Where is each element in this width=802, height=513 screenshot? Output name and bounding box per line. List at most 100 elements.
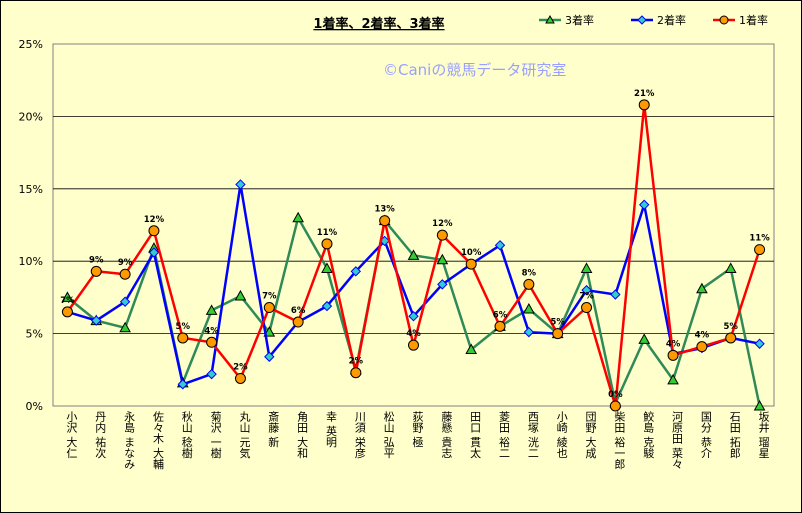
data-point bbox=[638, 333, 651, 344]
data-point bbox=[638, 99, 650, 111]
data-label: 4% bbox=[406, 329, 421, 339]
data-point bbox=[465, 258, 477, 270]
legend-marker bbox=[637, 15, 647, 25]
data-label: 5% bbox=[724, 322, 739, 332]
data-label: 7% bbox=[60, 296, 75, 306]
data-point bbox=[610, 289, 621, 300]
category-label: 菊沢 一樹 bbox=[209, 411, 222, 459]
data-point bbox=[494, 240, 506, 251]
data-point bbox=[263, 326, 276, 337]
data-point bbox=[321, 238, 333, 250]
data-point bbox=[90, 265, 102, 277]
data-label: 2% bbox=[349, 357, 364, 367]
category-label: 秋山 稔樹 bbox=[180, 410, 193, 459]
data-point bbox=[639, 199, 650, 210]
category-label: 丸山 元気 bbox=[238, 411, 251, 459]
data-point bbox=[292, 316, 304, 328]
data-point bbox=[234, 289, 247, 301]
data-point bbox=[407, 249, 420, 260]
data-point bbox=[609, 400, 621, 412]
x-axis-categories: 小沢 大仁 丹内 祐次 永島 まなみ 佐々木 大輔 秋山 稔樹 菊沢 一樹 丸山 元気 斎藤 … bbox=[65, 410, 770, 470]
data-point bbox=[696, 341, 708, 353]
data-point bbox=[177, 379, 188, 390]
data-point bbox=[350, 266, 362, 277]
data-point bbox=[235, 179, 246, 190]
data-label: 11% bbox=[317, 228, 338, 238]
legend-marker bbox=[545, 14, 555, 24]
data-point bbox=[263, 302, 275, 314]
data-point bbox=[667, 373, 679, 385]
category-label: 菱田 裕二 bbox=[498, 411, 511, 459]
data-label: 4% bbox=[666, 339, 681, 349]
data-point bbox=[580, 262, 593, 273]
data-label: 21% bbox=[634, 89, 655, 99]
data-point bbox=[61, 306, 73, 318]
data-point bbox=[148, 247, 160, 258]
data-point bbox=[350, 367, 362, 379]
series-group bbox=[61, 99, 766, 412]
data-point bbox=[523, 278, 535, 290]
category-label: 国分 恭介 bbox=[699, 411, 712, 459]
category-label: 丹内 祐次 bbox=[94, 411, 107, 459]
data-label: 5% bbox=[176, 322, 191, 332]
data-point bbox=[379, 215, 391, 227]
category-label: 佐々木 大輔 bbox=[151, 410, 164, 470]
data-point bbox=[408, 339, 419, 351]
category-label: 藤懸 貴志 bbox=[440, 411, 453, 459]
data-point bbox=[667, 349, 679, 361]
data-point bbox=[206, 336, 218, 348]
data-label: 10% bbox=[461, 248, 482, 258]
data-labels: 7% 9% 9% 12% 5% 4% 2% 7% 6% 11% 2% 13% 4% 12% 10% 6% 8% 5… bbox=[60, 89, 770, 400]
data-point bbox=[234, 372, 246, 384]
data-label: 7% bbox=[579, 292, 594, 302]
chart-title: 1着率、2着率、3着率 bbox=[313, 16, 444, 32]
data-label: 13% bbox=[374, 205, 395, 215]
data-label: 6% bbox=[291, 306, 306, 316]
category-label: 石田 拓郎 bbox=[728, 411, 741, 459]
category-label: 鮫島 克駿 bbox=[642, 410, 655, 459]
data-label: 2% bbox=[233, 362, 248, 372]
y-tick-label: 10% bbox=[19, 255, 43, 268]
data-label: 7% bbox=[262, 292, 277, 302]
category-label: 角田 大和 bbox=[296, 411, 309, 459]
category-label: 河原田 菜々 bbox=[671, 411, 684, 470]
data-point bbox=[437, 279, 448, 290]
category-label: 川須 栄彦 bbox=[353, 411, 366, 459]
data-point bbox=[581, 284, 592, 296]
data-point bbox=[725, 332, 737, 344]
data-label: 9% bbox=[89, 255, 104, 265]
category-label: 小崎 綾也 bbox=[555, 411, 568, 459]
category-label: 柴田 裕一郎 bbox=[613, 410, 626, 470]
data-point bbox=[494, 320, 506, 332]
category-label: 斎藤 新 bbox=[267, 410, 280, 448]
data-point bbox=[321, 300, 333, 312]
watermark: ©Caniの競馬データ研究室 bbox=[383, 61, 566, 79]
plot-area bbox=[52, 43, 775, 407]
data-point bbox=[91, 315, 102, 326]
legend-marker bbox=[719, 15, 729, 25]
data-label: 0% bbox=[608, 390, 623, 400]
legend: 3着率 2着率 1着率 bbox=[539, 13, 768, 27]
data-point bbox=[264, 351, 275, 362]
data-point bbox=[696, 282, 708, 294]
data-label: 8% bbox=[522, 268, 537, 278]
legend-label: 3着率 bbox=[565, 13, 594, 27]
gridlines bbox=[53, 116, 774, 335]
data-point bbox=[581, 302, 593, 314]
data-point bbox=[523, 302, 535, 314]
data-point bbox=[754, 244, 766, 256]
data-point bbox=[205, 304, 218, 315]
data-label: 11% bbox=[749, 234, 770, 244]
data-point bbox=[206, 368, 217, 380]
category-label: 松山 弘平 bbox=[382, 410, 395, 459]
data-point bbox=[292, 211, 304, 223]
data-point bbox=[119, 268, 131, 280]
data-point bbox=[119, 296, 131, 307]
category-label: 永島 まなみ bbox=[123, 410, 136, 470]
category-label: 幸 英明 bbox=[324, 411, 337, 448]
data-point bbox=[724, 262, 737, 273]
category-label: 坂井 瑠星 bbox=[757, 411, 770, 459]
category-label: 田口 貫太 bbox=[469, 411, 482, 459]
